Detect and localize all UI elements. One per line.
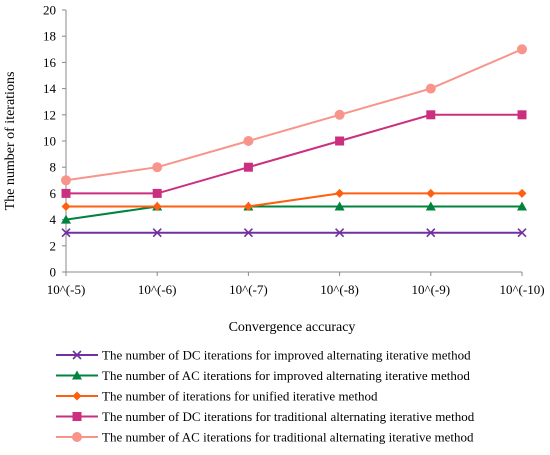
data-point [517,188,527,198]
data-point [426,228,436,238]
legend-swatch-marker [72,350,82,360]
y-ticks: 0 2 4 6 8 10 12 14 16 18 20 [43,3,66,280]
data-point [426,188,436,198]
series-line [65,48,523,182]
data-point [517,201,527,211]
series-2 [61,201,527,224]
x-tick-label: 10^(-8) [320,282,359,297]
y-tick-label: 0 [50,265,57,280]
legend-label: The number of DC iterations for traditio… [102,409,475,424]
data-point [517,110,527,120]
y-axis-title: The number of iterations [3,72,18,211]
data-point [152,202,162,211]
y-tick-label: 6 [50,186,57,201]
y-tick-label: 14 [43,81,57,96]
y-tick-label: 8 [50,160,57,175]
data-point [335,188,345,198]
data-point [61,188,71,198]
y-tick-label: 18 [43,29,56,44]
y-tick-label: 20 [43,3,56,18]
x-tick-label: 10^(-6) [138,282,177,297]
x-tick-label: 10^(-5) [47,282,86,297]
legend-swatch-marker [72,432,82,442]
data-point [334,201,345,211]
data-point [243,228,253,238]
legend-item: The number of DC iterations for improved… [56,348,471,363]
data-point [243,202,253,211]
series-4 [61,110,527,198]
data-point [517,44,527,55]
series-5 [61,44,527,186]
data-point [425,83,436,94]
legend-item: The number of AC iterations for traditio… [56,430,474,445]
data-point [243,136,254,146]
data-point [152,228,162,238]
data-point [243,162,253,172]
data-point [152,188,162,198]
y-tick-label: 16 [43,55,57,70]
data-point [425,201,436,211]
legend-swatch-marker [72,391,82,401]
legend-item: The number of AC iterations for improved… [56,368,470,383]
x-tick-label: 10^(-7) [229,282,268,297]
x-tick-label: 10^(-9) [412,282,451,297]
y-tick-label: 4 [50,212,57,227]
legend-item: The number of DC iterations for traditio… [56,409,475,424]
y-tick-label: 10 [43,134,56,149]
data-point [426,110,436,120]
y-tick-label: 2 [50,238,57,253]
data-point [61,214,71,224]
data-point [335,136,345,146]
data-point [334,109,345,120]
data-point [517,228,527,238]
x-axis-title: Convergence accuracy [229,320,356,335]
legend-label: The number of AC iterations for improved… [102,368,470,383]
series-layer [61,44,527,238]
legend-item: The number of iterations for unified ite… [56,389,378,404]
legend: The number of DC iterations for improved… [56,348,475,445]
series-line [66,192,522,208]
data-point [335,228,345,238]
series-1 [61,228,527,238]
data-point [61,228,71,238]
series-line [66,113,522,195]
legend-swatch-marker [72,412,82,421]
legend-label: The number of DC iterations for improved… [102,348,471,363]
data-point [61,175,71,186]
legend-swatch-marker [72,370,82,380]
legend-label: The number of iterations for unified ite… [102,389,378,404]
y-tick-label: 12 [43,107,56,122]
x-tick-label: 10^(-10) [499,282,544,297]
legend-label: The number of AC iterations for traditio… [102,430,474,445]
data-point [152,162,163,173]
data-point [61,202,71,211]
series-3 [61,188,527,211]
series-line [65,205,522,221]
x-ticks: 10^(-5) 10^(-6) 10^(-7) 10^(-8) 10^(-9) 10^(-… [47,272,545,297]
